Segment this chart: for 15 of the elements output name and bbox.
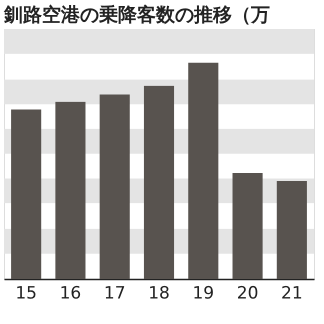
x-tick-label: 19	[192, 284, 214, 304]
bar	[232, 173, 263, 279]
x-tick-label: 17	[104, 284, 126, 304]
x-tick-label: 16	[60, 284, 82, 304]
bar	[11, 109, 42, 279]
x-tick-label: 18	[148, 284, 170, 304]
chart-title: 釧路空港の乗降客数の推移（万	[3, 4, 270, 26]
x-tick-label: 15	[15, 284, 37, 304]
x-tick-label: 21	[281, 284, 303, 304]
bar	[144, 86, 174, 279]
bar	[188, 62, 218, 279]
bar	[100, 94, 130, 279]
x-tick-label: 20	[236, 284, 258, 304]
bar	[276, 181, 307, 279]
bar	[55, 102, 86, 279]
